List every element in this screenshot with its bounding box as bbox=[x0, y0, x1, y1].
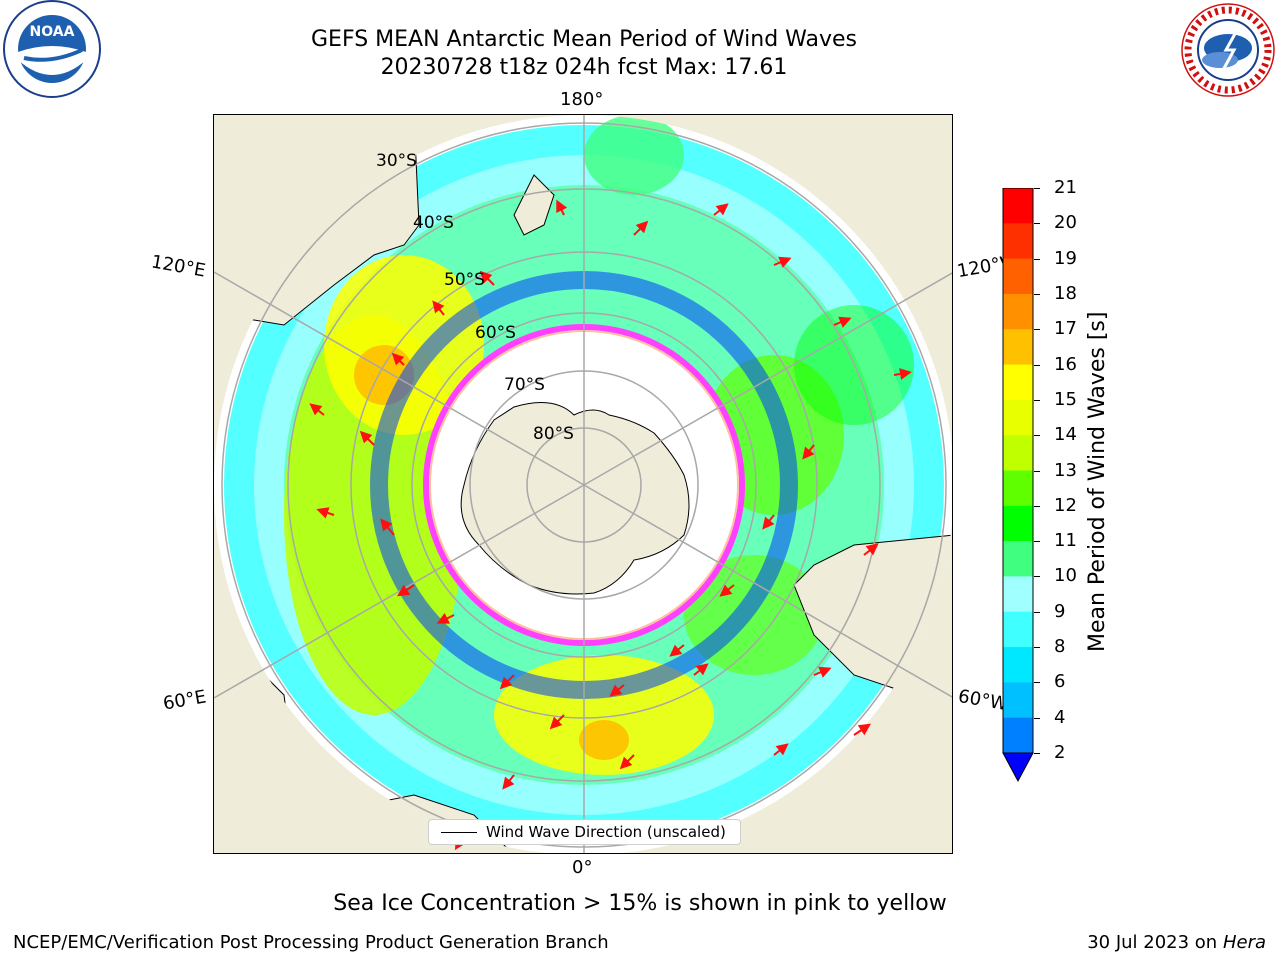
lat-label-80s: 80°S bbox=[533, 424, 574, 444]
colorbar-tick-mark bbox=[1034, 611, 1040, 613]
colorbar-band bbox=[1003, 364, 1033, 401]
colorbar-tick-label: 16 bbox=[1054, 353, 1077, 375]
lat-label-40s: 40°S bbox=[413, 213, 454, 233]
colorbar-band bbox=[1003, 223, 1033, 260]
chart-subtitle: 20230728 t18z 024h fcst Max: 17.61 bbox=[380, 55, 788, 80]
colorbar-band bbox=[1003, 611, 1033, 648]
colorbar-band bbox=[1003, 647, 1033, 683]
colorbar-tick-mark bbox=[1034, 364, 1040, 366]
colorbar-band bbox=[1003, 329, 1033, 366]
map-panel bbox=[213, 114, 953, 854]
new-zealand-land bbox=[513, 174, 555, 236]
map-svg bbox=[214, 115, 952, 853]
lon-label-0: 0° bbox=[572, 857, 593, 878]
nws-logo bbox=[1176, 2, 1280, 106]
credit-machine: Hera bbox=[1222, 932, 1266, 953]
credit-left: NCEP/EMC/Verification Post Processing Pr… bbox=[13, 932, 609, 953]
colorbar-band bbox=[1003, 541, 1033, 577]
colorbar-tick-mark bbox=[1034, 399, 1040, 401]
colorbar-tick-mark bbox=[1034, 470, 1040, 472]
credit-date: 30 Jul 2023 on bbox=[1087, 932, 1218, 953]
colorbar-tick-mark bbox=[1034, 576, 1040, 578]
colorbar bbox=[1002, 187, 1036, 792]
colorbar-tick-label: 10 bbox=[1054, 565, 1077, 587]
colorbar-band bbox=[1003, 682, 1033, 719]
chart-title: GEFS MEAN Antarctic Mean Period of Wind … bbox=[311, 27, 857, 52]
colorbar-tick-mark bbox=[1034, 223, 1040, 225]
antarctica-land bbox=[460, 402, 690, 595]
colorbar-tick-label: 15 bbox=[1054, 388, 1077, 410]
colorbar-tick-label: 13 bbox=[1054, 459, 1077, 481]
colorbar-tick-label: 17 bbox=[1054, 318, 1077, 340]
lon-label-120e: 120°E bbox=[149, 251, 208, 282]
colorbar-tick-label: 4 bbox=[1054, 706, 1066, 728]
colorbar-tick-mark bbox=[1034, 753, 1040, 754]
colorbar-tick-mark bbox=[1034, 505, 1040, 507]
colorbar-band bbox=[1003, 576, 1033, 613]
colorbar-tick-label: 8 bbox=[1054, 636, 1066, 658]
colorbar-band bbox=[1003, 188, 1033, 224]
lat-label-30s: 30°S bbox=[376, 151, 417, 171]
lat-label-70s: 70°S bbox=[504, 375, 545, 395]
noaa-logo: NOAA bbox=[0, 0, 104, 104]
colorbar-extend-triangle bbox=[1002, 752, 1034, 783]
colorbar-band bbox=[1003, 717, 1033, 754]
colorbar-tick-mark bbox=[1034, 435, 1040, 437]
colorbar-band bbox=[1003, 399, 1033, 436]
colorbar-band bbox=[1003, 470, 1033, 507]
colorbar-tick-label: 6 bbox=[1054, 671, 1066, 693]
colorbar-tick-label: 19 bbox=[1054, 247, 1077, 269]
sea-ice-note: Sea Ice Concentration > 15% is shown in … bbox=[333, 891, 947, 916]
map-legend: Wind Wave Direction (unscaled) bbox=[428, 819, 741, 845]
colorbar-svg bbox=[1002, 187, 1034, 783]
colorbar-tick-mark bbox=[1034, 647, 1040, 649]
legend-label: Wind Wave Direction (unscaled) bbox=[486, 823, 726, 841]
colorbar-tick-mark bbox=[1034, 682, 1040, 684]
legend-line-swatch bbox=[441, 831, 477, 833]
colorbar-tick-label: 18 bbox=[1054, 282, 1077, 304]
colorbar-tick-label: 2 bbox=[1054, 742, 1066, 763]
colorbar-band bbox=[1003, 293, 1033, 330]
colorbar-tick-mark bbox=[1034, 541, 1040, 543]
colorbar-tick-label: 9 bbox=[1054, 600, 1066, 622]
colorbar-label: Mean Period of Wind Waves [s] bbox=[1085, 311, 1110, 652]
credit-right: 30 Jul 2023 on Hera bbox=[1087, 932, 1266, 953]
noaa-logo-text: NOAA bbox=[30, 24, 75, 40]
colorbar-tick-mark bbox=[1034, 329, 1040, 331]
colorbar-tick-label: 20 bbox=[1054, 212, 1077, 234]
wind-wave-arrows bbox=[309, 199, 912, 851]
lat-label-50s: 50°S bbox=[444, 270, 485, 290]
lon-label-60e: 60°E bbox=[161, 686, 208, 715]
colorbar-tick-mark bbox=[1034, 293, 1040, 295]
colorbar-band bbox=[1003, 258, 1033, 295]
colorbar-band bbox=[1003, 435, 1033, 471]
colorbar-tick-mark bbox=[1034, 188, 1040, 189]
colorbar-tick-label: 14 bbox=[1054, 424, 1077, 446]
colorbar-tick-label: 21 bbox=[1054, 177, 1077, 198]
colorbar-tick-mark bbox=[1034, 258, 1040, 260]
colorbar-tick-mark bbox=[1034, 717, 1040, 719]
colorbar-band bbox=[1003, 505, 1033, 542]
colorbar-tick-label: 12 bbox=[1054, 494, 1077, 516]
lat-label-60s: 60°S bbox=[475, 323, 516, 343]
lon-label-180: 180° bbox=[560, 89, 604, 110]
colorbar-tick-label: 11 bbox=[1054, 530, 1077, 552]
